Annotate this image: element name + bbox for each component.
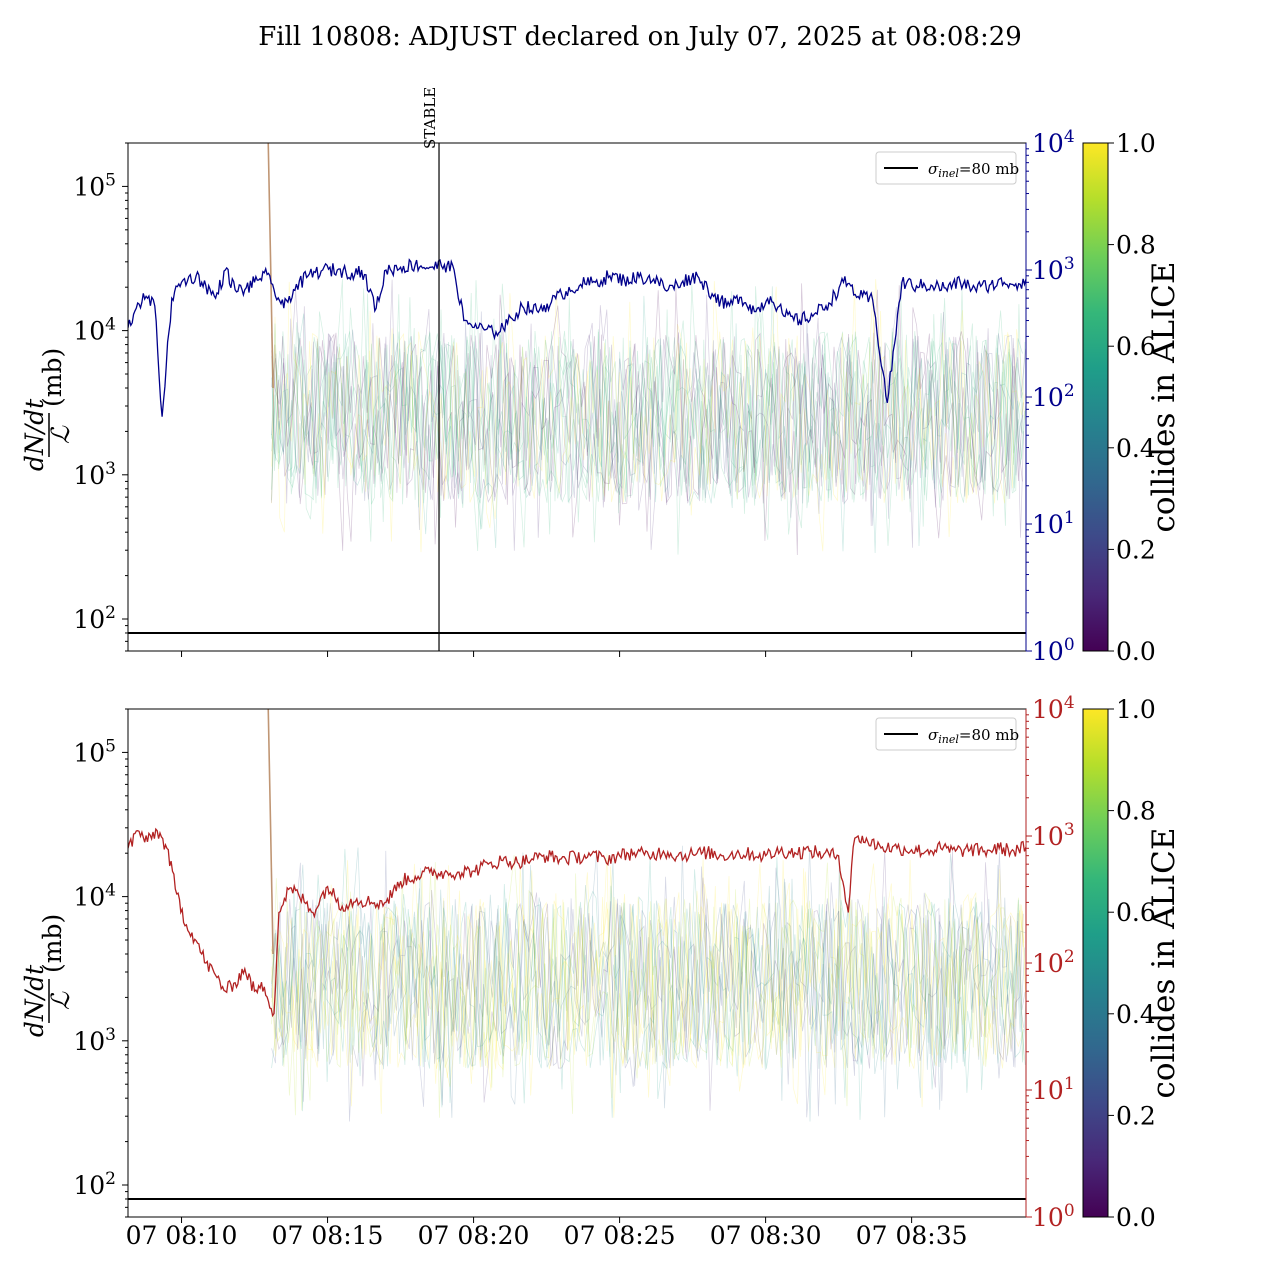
top-bunch-trace — [271, 289, 1026, 555]
top-plot-area — [128, 143, 1026, 634]
bottom-bunch-trace — [271, 853, 1025, 1107]
top-bunch-trace — [271, 297, 1026, 548]
top-stable-label: STABLE — [421, 87, 439, 149]
bottom-y2-tick-label: 104 — [1032, 693, 1075, 724]
top-bunch-trace — [271, 281, 1024, 552]
bottom-bunch-trace — [271, 862, 1024, 1116]
bottom-y2-tick-label: 101 — [1032, 1074, 1075, 1105]
top-bunch-trace — [271, 279, 1026, 552]
bottom-bunch-trace — [271, 849, 1024, 1111]
bottom-colorbar-tick-label: 1.0 — [1116, 695, 1156, 724]
bottom-y-label-denominator: ℒ — [46, 991, 75, 1010]
bottom-y-tick-label: 104 — [73, 881, 116, 912]
bottom-colorbar-tick-label: 0.2 — [1116, 1101, 1156, 1130]
top-y-axis-label: dN/dtℒ (mb) — [20, 348, 75, 471]
bottom-y-label-unit: (mb) — [38, 914, 67, 973]
bottom-y-tick-label: 102 — [73, 1169, 116, 1200]
top-bunch-trace — [271, 284, 1026, 553]
top-bunch-trace — [271, 285, 1023, 542]
top-colorbar-tick-label: 0.2 — [1116, 535, 1156, 564]
bottom-bunch-trace — [271, 880, 1025, 1107]
bottom-colorbar-tick-label: 0.0 — [1116, 1203, 1156, 1232]
top-bunch-trace — [271, 290, 1025, 550]
top-y2-tick-label: 104 — [1032, 127, 1075, 158]
top-y2-tick-label: 102 — [1032, 381, 1075, 412]
bottom-x-tick-label: 07 08:15 — [272, 1221, 384, 1250]
bottom-bunch-trace — [271, 885, 1026, 1112]
bottom-rate-series — [128, 827, 1026, 1018]
top-colorbar-tick-label: 1.0 — [1116, 129, 1156, 158]
top-colorbar-label: collides in ALICE — [1146, 261, 1182, 532]
bottom-y2-tick-label: 103 — [1032, 820, 1075, 851]
top-colorbar — [1082, 142, 1109, 652]
bottom-x-tick-label: 07 08:10 — [126, 1221, 238, 1250]
top-y-label-denominator: ℒ — [46, 425, 75, 444]
bottom-bunch-trace — [271, 850, 1026, 1122]
bottom-colorbar-tick-label: 0.8 — [1116, 797, 1156, 826]
colorbars: 0.0 0.2 0.4 0.6 0.8 1.0 collides in ALICE 0.0 0.… — [1082, 129, 1182, 1232]
bottom-bunch-trace — [271, 848, 1026, 1099]
top-y2-tick-label: 103 — [1032, 254, 1075, 285]
top-y2-tick-label: 100 — [1032, 635, 1075, 666]
bottom-y-tick-label: 103 — [73, 1025, 116, 1056]
bottom-bunch-trace — [271, 856, 1024, 1120]
bottom-colorbar-tick-label: 0.4 — [1116, 1000, 1156, 1029]
bottom-colorbar — [1082, 708, 1109, 1218]
bottom-y-axis-label: dN/dtℒ (mb) — [20, 914, 75, 1037]
bottom-bunch-trace — [271, 855, 1024, 1118]
top-y-tick-label: 102 — [73, 603, 116, 634]
top-rate-series — [128, 258, 1026, 417]
bottom-bunch-spike — [267, 709, 274, 955]
top-bunch-spike — [267, 143, 274, 389]
top-y-tick-label: 105 — [73, 170, 116, 201]
top-y2-tick-label: 101 — [1032, 508, 1075, 539]
top-colorbar-tick-label: 0.4 — [1116, 434, 1156, 463]
top-y-label-unit: (mb) — [38, 348, 67, 407]
bottom-y-tick-label: 105 — [73, 736, 116, 767]
bottom-y2-tick-label: 100 — [1032, 1201, 1075, 1232]
top-y-tick-label: 104 — [73, 315, 116, 346]
top-colorbar-tick-label: 0.8 — [1116, 231, 1156, 260]
top-bunch-trace — [271, 286, 1023, 554]
top-legend: σinel=80 mb — [875, 151, 1019, 185]
bottom-bunch-trace — [271, 847, 1026, 1122]
bottom-colorbar-label: collides in ALICE — [1146, 827, 1182, 1098]
bottom-bunch-trace — [271, 859, 1024, 1108]
bottom-x-tick-label: 07 08:25 — [564, 1221, 676, 1250]
bottom-panel: 102 103 104 105 100 101 102 103 104 07 08:10 07 08… — [20, 693, 1075, 1250]
bottom-legend: σinel=80 mb — [875, 717, 1019, 751]
figure-title: Fill 10808: ADJUST declared on July 07, … — [258, 22, 1022, 52]
bottom-bunch-trace — [271, 868, 1026, 1118]
top-colorbar-tick-label: 0.0 — [1116, 637, 1156, 666]
top-y-tick-label: 103 — [73, 459, 116, 490]
top-bunch-trace — [271, 283, 1024, 556]
bottom-y-label-numerator: dN/dt — [20, 964, 49, 1037]
bottom-bunch-trace — [271, 863, 1026, 1098]
top-bunch-trace — [271, 279, 1026, 551]
top-bunch-trace — [271, 307, 1024, 531]
bottom-plot-area — [128, 709, 1026, 1200]
top-colorbar-tick-label: 0.6 — [1116, 332, 1156, 361]
top-bunch-trace — [271, 279, 1023, 523]
bottom-bunch-trace — [271, 845, 1026, 1118]
bottom-colorbar-tick-label: 0.6 — [1116, 898, 1156, 927]
top-bunch-trace — [271, 283, 1023, 546]
bottom-y2-tick-label: 102 — [1032, 947, 1075, 978]
bottom-x-tick-label: 07 08:35 — [856, 1221, 968, 1250]
top-panel: STABLE 102 103 104 105 100 101 102 103 104 dN/dtℒ (… — [20, 87, 1075, 666]
top-y-label-numerator: dN/dt — [20, 398, 49, 471]
top-legend-label: σinel=80 mb — [928, 160, 1019, 180]
bottom-x-tick-label: 07 08:20 — [418, 1221, 530, 1250]
top-bunch-trace — [271, 280, 1025, 543]
bottom-x-tick-label: 07 08:30 — [710, 1221, 822, 1250]
bottom-legend-label: σinel=80 mb — [928, 726, 1019, 746]
